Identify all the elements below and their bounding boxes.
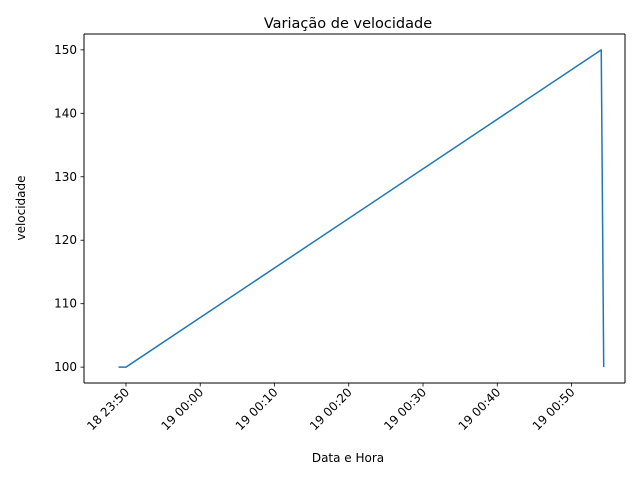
y-tick-label: 130 [54,170,77,184]
y-axis-ticks: 100 110 120 130 140 150 [54,43,84,374]
axes-frame [83,33,626,384]
plot-area [84,34,625,383]
y-tick-label: 140 [54,106,77,120]
y-tick-label: 120 [54,233,77,247]
series-layer [118,49,605,368]
series-line-0 [118,49,605,368]
y-axis-label: velocidade [14,175,28,240]
x-axis-label: Data e Hora [312,451,384,465]
y-tick-label: 150 [54,43,77,57]
chart-title: Variação de velocidade [264,16,432,32]
y-tick-label: 110 [54,297,77,311]
y-tick-label: 100 [54,360,77,374]
